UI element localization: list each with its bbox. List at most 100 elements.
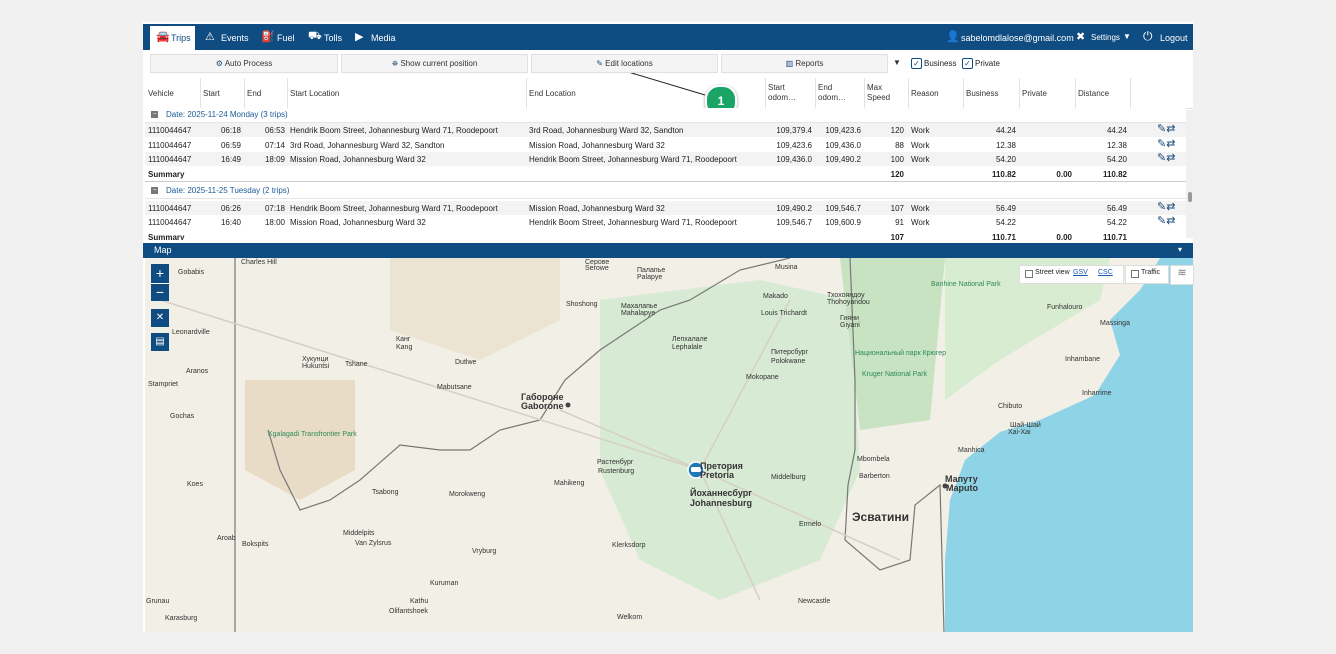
checkbox[interactable]: ✓: [962, 58, 973, 69]
table-cell: 100: [890, 155, 904, 164]
settings-menu[interactable]: Settings: [1091, 33, 1120, 42]
table-row: [145, 152, 1186, 166]
button-label: Reports: [795, 59, 824, 68]
map-link[interactable]: CSC: [1098, 269, 1113, 276]
column-header[interactable]: End: [247, 89, 262, 98]
checkbox[interactable]: [1131, 270, 1139, 278]
column-divider: [287, 78, 288, 108]
checkbox[interactable]: [1025, 270, 1033, 278]
map-label: Серове: [585, 259, 609, 266]
column-divider: [1019, 78, 1020, 108]
table-cell: 54.20: [995, 155, 1016, 164]
map-label: Xai-Xai: [1008, 429, 1031, 436]
column-header[interactable]: Private: [1022, 89, 1047, 98]
desert: [390, 258, 560, 360]
map-label: Mokopane: [746, 374, 779, 381]
map-collapse[interactable]: ▾: [1178, 245, 1183, 254]
column-header[interactable]: Max Speed: [867, 83, 891, 102]
nav-tab[interactable]: Events: [221, 33, 249, 43]
layers-button[interactable]: ≋: [1170, 265, 1194, 285]
table-cell: 1110044647: [148, 140, 192, 150]
column-header[interactable]: Distance: [1078, 89, 1110, 98]
column-header[interactable]: End Location: [529, 89, 576, 98]
table-cell: Hendrik Boom Street, Johannesburg Ward 7…: [290, 126, 498, 135]
nav-tab[interactable]: Media: [371, 33, 396, 43]
collapse-icon: −: [151, 186, 158, 194]
scroll-thumb[interactable]: [1188, 192, 1192, 202]
toolbar-button[interactable]: ✎ Edit locations: [531, 54, 718, 73]
map-label: Gochas: [170, 413, 195, 420]
checkbox-label: Private: [975, 59, 1000, 68]
row-actions: ✎⇄: [1157, 123, 1176, 135]
print-button[interactable]: ▤: [151, 333, 169, 351]
summary-cell: 110.71: [1102, 232, 1127, 241]
vegetation: [945, 258, 1110, 400]
group-row: [145, 183, 1186, 199]
button-label: Edit locations: [605, 59, 653, 68]
nav-tab[interactable]: Fuel: [277, 33, 295, 43]
zoom-in[interactable]: +: [155, 265, 165, 281]
nav-icon: ⛽: [261, 31, 275, 43]
checkbox-label: Business: [924, 59, 957, 68]
summary-label: Summary: [148, 232, 185, 241]
row-actions: ✎⇄: [1157, 200, 1176, 213]
table-cell: 109,379.4: [776, 126, 812, 135]
column-header[interactable]: Reason: [911, 89, 939, 98]
map-label: Национальный парк Крюгер: [855, 349, 946, 357]
toolbar-button[interactable]: ⛯ Show current position: [341, 54, 528, 73]
map-label: Leonardville: [172, 329, 210, 336]
map-label: Питерсбург: [771, 348, 809, 356]
map-label: Inhambane: [1065, 356, 1100, 363]
column-header[interactable]: End odom…: [818, 83, 847, 102]
table-cell: Work: [911, 218, 930, 227]
map-label: Kuruman: [430, 580, 459, 587]
column-header[interactable]: Business: [966, 89, 999, 98]
measure-tool[interactable]: ✕: [151, 309, 169, 327]
map-label: Middelpits: [343, 530, 375, 537]
map-label: Giyani: [840, 322, 860, 329]
group-label: Date: 2025-11-25 Tuesday (2 trips): [166, 185, 290, 195]
toolbar-button[interactable]: ⚙ Auto Process: [150, 54, 338, 73]
table-cell: Work: [911, 140, 930, 150]
map-title: Map: [154, 245, 172, 255]
map-label: Kang: [396, 344, 412, 351]
summary-label: Summary: [148, 169, 185, 179]
map-link[interactable]: GSV: [1073, 269, 1088, 276]
toolbar-button[interactable]: ▥ Reports: [721, 54, 888, 73]
checkbox[interactable]: ✓: [911, 58, 922, 69]
map-control[interactable]: Traffic: [1141, 269, 1161, 276]
map-label: Maputo: [946, 483, 978, 493]
map-label: Newcastle: [798, 598, 830, 605]
map-label: Эсватини: [852, 510, 909, 524]
column-header[interactable]: Start Location: [290, 89, 340, 98]
map-label: Претория: [700, 461, 743, 471]
summary-cell: 120: [890, 169, 904, 179]
group-label: Date: 2025-11-24 Monday (3 trips): [166, 110, 288, 119]
map-label: Funhalouro: [1047, 304, 1083, 311]
map-control[interactable]: Street view: [1035, 269, 1070, 276]
user-email[interactable]: sabelomdlalose@gmail.com: [961, 33, 1074, 43]
table-cell: 109,436.0: [825, 140, 861, 150]
map-label: Tsabong: [372, 489, 399, 496]
table-cell: 109,546.7: [776, 218, 812, 227]
map-label: Inharrime: [1082, 390, 1112, 397]
table-cell: 12.38: [995, 140, 1016, 150]
dropdown-caret[interactable]: ▼: [893, 58, 901, 67]
map-label: Шай-Шай: [1010, 421, 1041, 429]
map-label: Kgalagadi Transfrontier Park: [268, 431, 357, 438]
table-cell: 109,546.7: [825, 203, 861, 213]
nav-tab[interactable]: Trips: [171, 33, 191, 43]
traffic-panel: [1125, 265, 1169, 284]
column-divider: [526, 78, 527, 108]
map-label: Kruger National Park: [862, 371, 927, 378]
column-header[interactable]: Vehicle: [148, 89, 174, 98]
logout[interactable]: Logout: [1160, 33, 1188, 43]
column-header[interactable]: Start odom…: [768, 83, 797, 102]
column-header[interactable]: Start: [203, 89, 220, 98]
zoom-out[interactable]: −: [151, 283, 169, 302]
map-label: Koes: [187, 481, 203, 488]
nav-tab[interactable]: Tolls: [324, 33, 343, 43]
map-label: Mahikeng: [554, 480, 584, 487]
